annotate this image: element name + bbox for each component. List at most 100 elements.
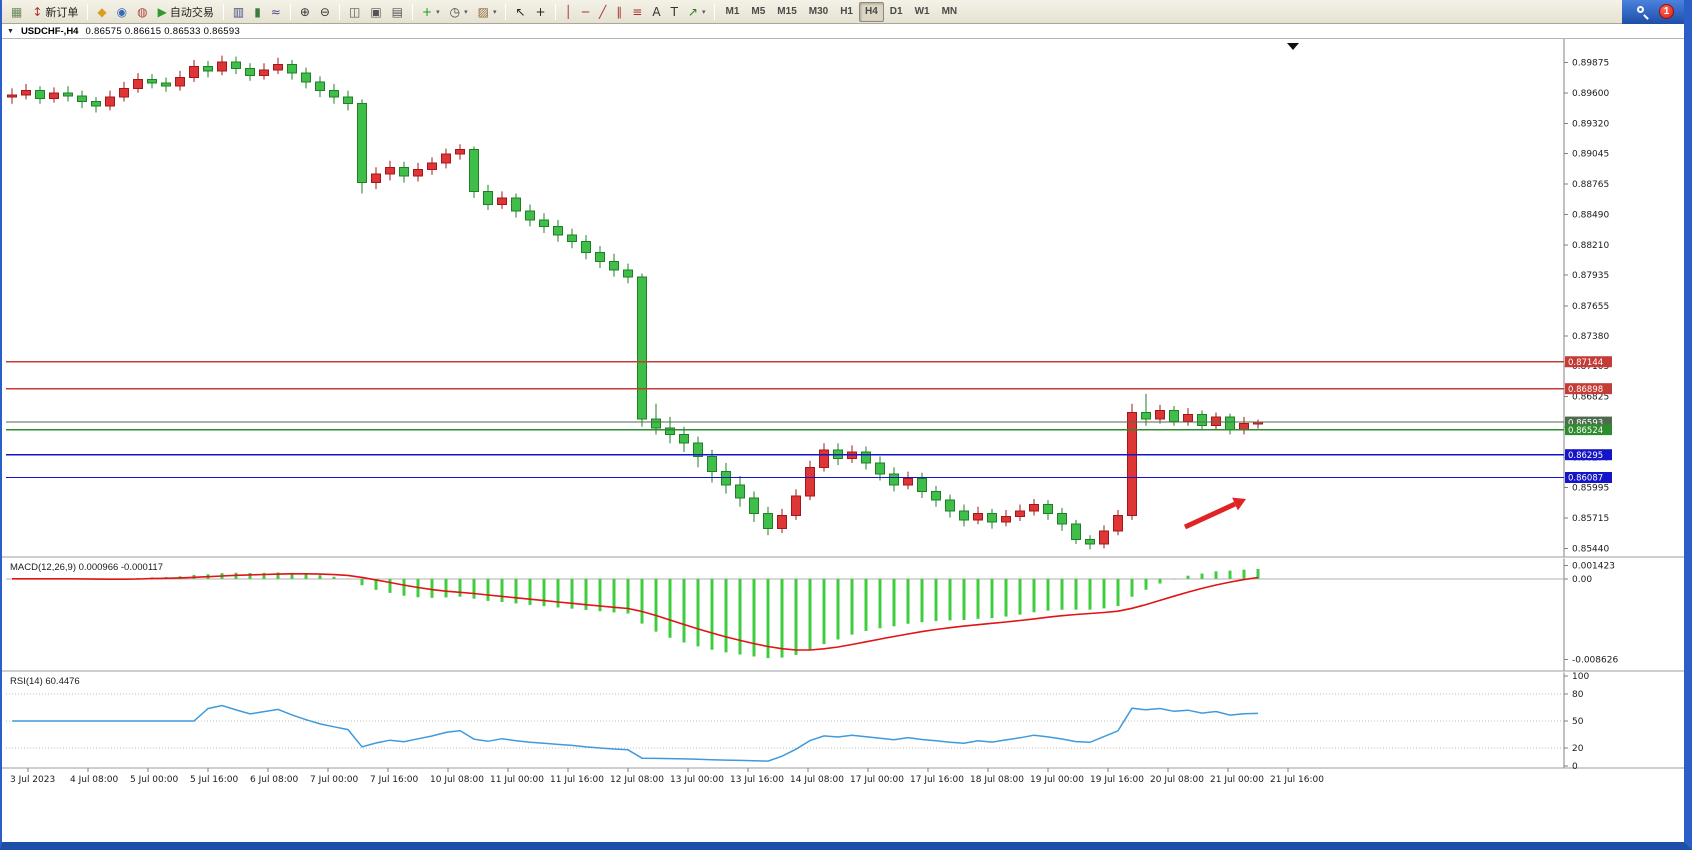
svg-text:18 Jul 08:00: 18 Jul 08:00 [970, 775, 1024, 785]
chart-region: ▼ USDCHF-,H4 0.86575 0.86615 0.86533 0.8… [2, 24, 1684, 842]
horizontal-line-icon[interactable]: ─ [577, 2, 594, 22]
toolbar-groups: ▦ ↕ 新订单 ◆ ◉ ◍ ▶ 自动交易 ▥ ▮ ≈ ⊕ ⊖ ◫ ▣ ▤ + ▾ ◷ ▾ ▨ ▾ ↖ + │ ─ ╱ ∥ ≡ A T ↗ ▾ M1… [6, 0, 1622, 23]
svg-text:0.87144: 0.87144 [1568, 358, 1603, 368]
arrows-tool-icon-glyph: ↗ [687, 4, 698, 19]
svg-text:11 Jul 00:00: 11 Jul 00:00 [490, 775, 544, 785]
arrows-tool-icon[interactable]: ↗ ▾ [683, 2, 711, 22]
timeframe-m1[interactable]: M1 [719, 2, 745, 22]
svg-text:19 Jul 00:00: 19 Jul 00:00 [1030, 775, 1084, 785]
alerts-icon[interactable]: ◍ [132, 2, 152, 22]
text-tool-icon[interactable]: A [647, 2, 665, 22]
channel-icon-glyph: ∥ [616, 4, 623, 19]
fibonacci-icon-glyph: ≡ [632, 4, 643, 19]
trendline-icon-glyph: ╱ [599, 4, 607, 19]
svg-text:0.88490: 0.88490 [1572, 210, 1609, 220]
svg-text:0.89320: 0.89320 [1572, 119, 1609, 129]
svg-text:0.87655: 0.87655 [1572, 302, 1609, 312]
new-chart-icon[interactable]: ▦ [6, 2, 27, 22]
templates-button[interactable]: ▨ ▾ [473, 2, 502, 22]
rsi-pane: 100 80 50 20 0 [6, 672, 1589, 772]
new-order-button-label: 新订单 [45, 6, 79, 19]
svg-text:0.86524: 0.86524 [1568, 426, 1603, 436]
bar-chart-icon[interactable]: ▥ [228, 2, 249, 22]
strategy-navigator-icon[interactable]: ◆ [92, 2, 111, 22]
templates-button-caret: ▾ [492, 8, 497, 16]
zoom-out-icon-glyph: ⊖ [319, 4, 330, 19]
timeframe-m15[interactable]: M15 [771, 2, 802, 22]
strategy-navigator-icon-glyph: ◆ [97, 4, 107, 19]
horizontal-line-icon-glyph: ─ [581, 4, 590, 19]
svg-text:0.87935: 0.87935 [1572, 271, 1609, 281]
zoom-out-icon[interactable]: ⊖ [315, 2, 335, 22]
timeframe-m15-label: M15 [777, 6, 797, 17]
crosshair-icon[interactable]: + [531, 2, 551, 22]
arrange-windows-icon[interactable]: ▤ [387, 2, 408, 22]
zoom-in-icon-glyph: ⊕ [299, 4, 310, 19]
macd-indicator-label: MACD(12,26,9) 0.000966 -0.000117 [10, 562, 163, 573]
toolbar-right: 1 [1622, 0, 1684, 24]
timeframe-m30[interactable]: M30 [803, 2, 834, 22]
crosshair-icon-glyph: + [535, 4, 546, 19]
search-icon[interactable] [1636, 5, 1650, 20]
line-chart-icon[interactable]: ≈ [266, 2, 286, 22]
svg-text:0.89045: 0.89045 [1572, 150, 1609, 160]
svg-text:10 Jul 08:00: 10 Jul 08:00 [430, 775, 484, 785]
periods-button-caret: ▾ [464, 8, 468, 16]
label-tool-icon[interactable]: T [666, 2, 683, 22]
chart-caption-bar: ▼ USDCHF-,H4 0.86575 0.86615 0.86533 0.8… [2, 24, 1684, 39]
indicators-button[interactable]: + ▾ [417, 2, 445, 22]
channel-icon[interactable]: ∥ [611, 2, 627, 22]
svg-text:20: 20 [1572, 744, 1584, 754]
timeframe-mn[interactable]: MN [936, 2, 964, 22]
templates-button-glyph: ▨ [477, 4, 489, 19]
notification-badge[interactable]: 1 [1659, 4, 1674, 19]
new-order-button[interactable]: ↕ 新订单 [27, 2, 83, 22]
collapse-chart-icon[interactable]: ▼ [7, 27, 14, 35]
market-watch-icon[interactable]: ◉ [112, 2, 132, 22]
svg-text:0.86295: 0.86295 [1568, 451, 1603, 461]
svg-text:0: 0 [1572, 762, 1578, 772]
timeframe-d1[interactable]: D1 [884, 2, 909, 22]
svg-text:-0.008626: -0.008626 [1572, 656, 1618, 666]
toolbar-separator [87, 3, 89, 20]
svg-text:0.86898: 0.86898 [1568, 385, 1603, 395]
svg-text:6 Jul 08:00: 6 Jul 08:00 [250, 775, 299, 785]
alerts-icon-glyph: ◍ [137, 4, 148, 19]
arrange-windows-icon-glyph: ▤ [391, 4, 404, 19]
timeframe-h1[interactable]: H1 [834, 2, 859, 22]
svg-text:0.85440: 0.85440 [1572, 544, 1609, 554]
text-tool-icon-glyph: A [652, 4, 661, 19]
periods-button-glyph: ◷ [449, 4, 461, 19]
cascade-windows-icon[interactable]: ▣ [365, 2, 386, 22]
vertical-line-icon[interactable]: │ [560, 2, 577, 22]
arrows-tool-icon-caret: ▾ [701, 8, 706, 16]
timeframe-w1[interactable]: W1 [909, 2, 936, 22]
svg-text:0.88765: 0.88765 [1572, 180, 1609, 190]
svg-text:5 Jul 16:00: 5 Jul 16:00 [190, 775, 239, 785]
timeframe-m5[interactable]: M5 [745, 2, 771, 22]
timeframe-h4[interactable]: H4 [859, 1, 884, 22]
horizontal-lines-layer [6, 361, 1564, 479]
chart-canvas[interactable]: 0.901500.898750.896000.893200.890450.887… [2, 24, 1684, 842]
line-chart-icon-glyph: ≈ [270, 4, 281, 19]
fibonacci-icon[interactable]: ≡ [627, 2, 647, 22]
candlestick-chart-icon[interactable]: ▮ [249, 2, 266, 22]
svg-text:0.87380: 0.87380 [1572, 332, 1609, 342]
auto-trading-button-glyph: ▶ [157, 4, 167, 19]
bar-chart-icon-glyph: ▥ [232, 4, 245, 19]
cascade-windows-icon-glyph: ▣ [370, 4, 382, 19]
svg-text:0.89600: 0.89600 [1572, 89, 1609, 99]
auto-trading-button[interactable]: ▶ 自动交易 [153, 2, 219, 22]
vertical-line-icon-glyph: │ [564, 4, 572, 19]
svg-text:20 Jul 08:00: 20 Jul 08:00 [1150, 775, 1204, 785]
ohlc-values: 0.86575 0.86615 0.86533 0.86593 [85, 25, 241, 37]
indicators-button-caret: ▾ [436, 8, 440, 16]
trendline-icon[interactable]: ╱ [594, 2, 611, 22]
cursor-icon[interactable]: ↖ [510, 2, 530, 22]
zoom-in-icon[interactable]: ⊕ [295, 2, 315, 22]
periods-button[interactable]: ◷ ▾ [445, 2, 473, 22]
tile-windows-icon[interactable]: ◫ [344, 2, 365, 22]
svg-text:7 Jul 16:00: 7 Jul 16:00 [370, 775, 419, 785]
svg-text:0.86825: 0.86825 [1572, 393, 1609, 403]
toolbar-separator [505, 3, 507, 20]
